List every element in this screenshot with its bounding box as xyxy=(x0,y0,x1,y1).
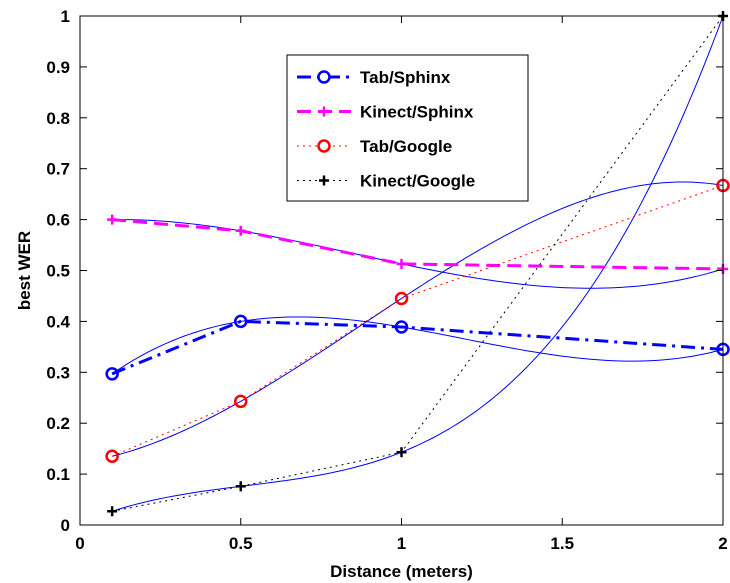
y-tick-label: 0 xyxy=(61,516,70,535)
y-tick-label: 0.6 xyxy=(46,211,70,230)
series-line-tab-google xyxy=(111,185,724,457)
y-tick-label: 0.4 xyxy=(46,312,70,331)
marker-kinect-sphinx xyxy=(396,258,407,269)
y-tick-label: 0.1 xyxy=(46,465,70,484)
y-tick-label: 0.3 xyxy=(46,363,70,382)
marker-kinect-google xyxy=(396,447,407,458)
legend-swatch-marker-kinect-sphinx xyxy=(319,106,329,117)
y-tick-label: 1 xyxy=(61,7,70,26)
series-lines xyxy=(111,15,724,512)
series-line-kinect-sphinx xyxy=(112,218,724,271)
fit-curve-kinect-google xyxy=(111,15,724,512)
x-tick-label: 1.5 xyxy=(550,534,574,553)
y-tick-label: 0.9 xyxy=(46,58,70,77)
x-axis-ticks: 0 0.5 1 1.5 2 xyxy=(75,16,728,553)
fit-curve-tab-sphinx xyxy=(111,316,724,375)
legend: Tab/Sphinx Kinect/Sphinx Tab/Google Kinect/… xyxy=(286,54,529,202)
legend-label-tab-google: Tab/Google xyxy=(360,137,452,156)
x-axis-label: Distance (meters) xyxy=(330,562,473,581)
legend-swatch-marker-tab-google xyxy=(317,139,331,153)
y-tick-label: 0.2 xyxy=(46,414,70,433)
marker-tab-google xyxy=(105,449,119,464)
legend-label-kinect-google: Kinect/Google xyxy=(360,172,475,191)
marker-kinect-google xyxy=(107,506,118,517)
marker-tab-google xyxy=(394,291,409,306)
fit-curve-tab-google xyxy=(112,181,724,457)
legend-swatch-marker-kinect-google xyxy=(319,175,329,186)
y-tick-label: 0.5 xyxy=(46,262,70,281)
marker-kinect-google xyxy=(235,481,246,492)
marker-tab-sphinx xyxy=(234,314,248,329)
marker-kinect-sphinx xyxy=(235,225,246,236)
fit-curve-kinect-sphinx xyxy=(112,219,724,289)
x-tick-label: 0 xyxy=(75,534,84,553)
x-tick-label: 2 xyxy=(718,534,727,553)
y-tick-label: 0.8 xyxy=(46,109,70,128)
fit-curves xyxy=(111,15,724,512)
x-tick-label: 0.5 xyxy=(229,534,253,553)
legend-label-kinect-sphinx: Kinect/Sphinx xyxy=(360,103,474,122)
legend-label-tab-sphinx: Tab/Sphinx xyxy=(360,68,451,87)
x-tick-label: 1 xyxy=(397,534,406,553)
marker-tab-sphinx xyxy=(394,320,409,334)
y-axis-label: best WER xyxy=(15,231,34,310)
series-line-tab-sphinx xyxy=(111,319,724,376)
marker-tab-sphinx xyxy=(105,367,119,381)
y-axis-ticks: 0 0.1 0.2 0.3 0.4 0.5 0.6 0.7 0.8 0.9 1 xyxy=(46,7,723,535)
legend-swatch-marker-tab-sphinx xyxy=(317,70,331,84)
y-tick-label: 0.7 xyxy=(46,160,70,179)
marker-kinect-sphinx xyxy=(107,214,118,225)
marker-tab-google xyxy=(234,394,248,409)
